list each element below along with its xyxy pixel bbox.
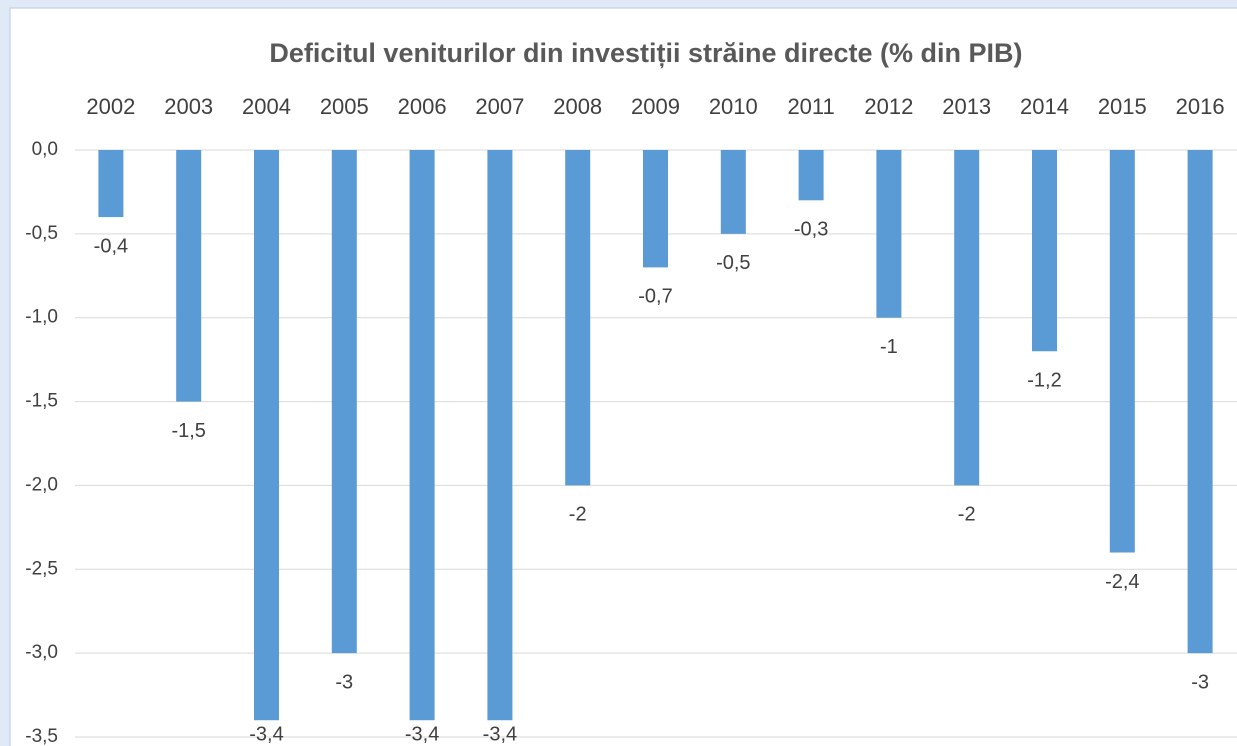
x-tick-label: 2010 [709,94,758,119]
y-tick-label: -1,5 [25,391,58,412]
y-tick-label: -3,5 [25,726,58,746]
y-tick-label: -3,0 [25,642,58,663]
bar [1187,150,1213,654]
y-tick-label: -2,0 [25,474,58,495]
data-label: -3 [1191,671,1209,693]
y-tick-label: -0,5 [25,223,58,244]
bar [98,150,124,218]
bar [254,150,279,721]
x-tick-label: 2015 [1098,94,1147,119]
bar [487,150,513,721]
x-tick-label: 2011 [787,94,834,119]
bar [798,150,824,201]
data-label: -1,2 [1027,370,1061,392]
data-label: -0,3 [794,219,828,241]
data-label: -3 [335,671,353,693]
x-tick-label: 2012 [864,94,913,119]
data-label: -1,5 [171,420,205,442]
x-tick-label: 2003 [164,94,213,119]
x-tick-label: 2009 [631,94,680,119]
bar [331,150,357,654]
data-label: -2 [569,504,587,526]
x-tick-label: 2002 [86,94,135,119]
y-tick-label: 0,0 [32,139,58,160]
data-label: -2 [958,504,976,526]
data-label: -0,5 [716,252,750,274]
x-tick-label: 2005 [320,94,369,119]
data-label: -2,4 [1105,571,1139,593]
y-tick-label: -1,0 [25,307,58,328]
chart-area [9,7,1237,746]
bar [409,150,435,721]
x-tick-label: 2008 [553,94,602,119]
data-label: -0,7 [638,286,672,308]
x-tick-label: 2014 [1020,94,1069,119]
bar [720,150,746,234]
data-label: -3,4 [483,723,517,745]
data-label: -3,4 [249,723,283,745]
x-tick-label: 2007 [475,94,524,119]
bar [176,150,202,402]
bar [1109,150,1135,553]
bar [643,150,668,268]
bar [1032,150,1057,352]
x-tick-label: 2006 [398,94,447,119]
x-tick-label: 2013 [942,94,991,119]
bar [565,150,591,486]
x-tick-label: 2016 [1176,94,1225,119]
chart-title: Deficitul veniturilor din investiții str… [269,38,1022,68]
data-label: -1 [880,336,898,358]
bar [876,150,902,318]
bar [954,150,980,486]
y-tick-label: -2,5 [25,558,58,579]
data-label: -3,4 [405,723,439,745]
x-tick-label: 2004 [242,94,291,119]
data-label: -0,4 [94,235,128,257]
